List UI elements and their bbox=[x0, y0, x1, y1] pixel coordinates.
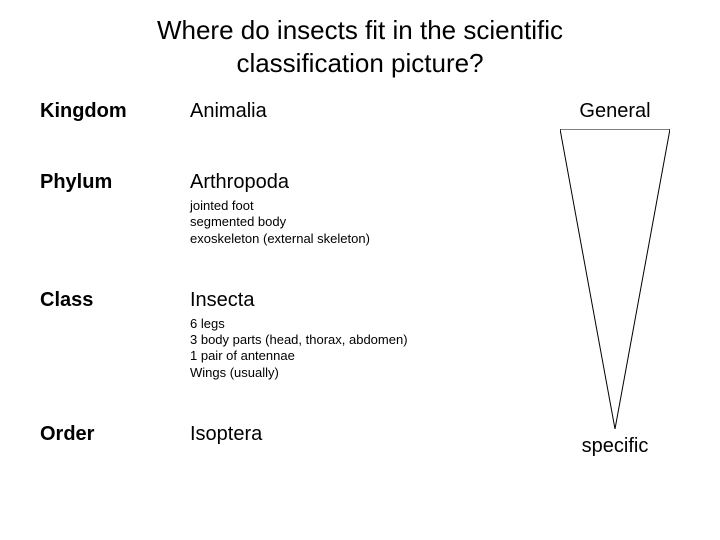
classification-list: Kingdom Animalia Phylum Arthropoda joint… bbox=[40, 100, 510, 446]
title-line-1: Where do insects fit in the scientific bbox=[157, 15, 563, 45]
taxon-phylum: Arthropoda bbox=[190, 171, 510, 194]
row-kingdom: Kingdom Animalia bbox=[40, 100, 510, 123]
row-class: Class Insecta 6 legs 3 body parts (head,… bbox=[40, 289, 510, 381]
label-specific: specific bbox=[530, 435, 700, 458]
value-block-kingdom: Animalia bbox=[190, 100, 510, 123]
detail-line: 6 legs bbox=[190, 316, 510, 332]
title-line-2: classification picture? bbox=[236, 48, 483, 78]
details-phylum: jointed foot segmented body exoskeleton … bbox=[190, 198, 510, 247]
label-general: General bbox=[530, 100, 700, 123]
taxon-kingdom: Animalia bbox=[190, 100, 510, 123]
detail-line: 3 body parts (head, thorax, abdomen) bbox=[190, 332, 510, 348]
value-block-order: Isoptera bbox=[190, 423, 510, 446]
detail-line: 1 pair of antennae bbox=[190, 348, 510, 364]
triangle-shape bbox=[560, 129, 670, 429]
rank-label-phylum: Phylum bbox=[40, 171, 190, 194]
slide-title: Where do insects fit in the scientific c… bbox=[0, 0, 720, 79]
taxon-class: Insecta bbox=[190, 289, 510, 312]
row-phylum: Phylum Arthropoda jointed foot segmented… bbox=[40, 171, 510, 247]
rank-label-class: Class bbox=[40, 289, 190, 312]
rank-label-kingdom: Kingdom bbox=[40, 100, 190, 123]
detail-line: exoskeleton (external skeleton) bbox=[190, 231, 510, 247]
funnel-triangle-icon bbox=[560, 129, 670, 429]
detail-line: Wings (usually) bbox=[190, 365, 510, 381]
taxon-order: Isoptera bbox=[190, 423, 510, 446]
rank-label-order: Order bbox=[40, 423, 190, 446]
specificity-funnel: General specific bbox=[530, 100, 700, 458]
detail-line: segmented body bbox=[190, 214, 510, 230]
row-order: Order Isoptera bbox=[40, 423, 510, 446]
detail-line: jointed foot bbox=[190, 198, 510, 214]
value-block-class: Insecta 6 legs 3 body parts (head, thora… bbox=[190, 289, 510, 381]
value-block-phylum: Arthropoda jointed foot segmented body e… bbox=[190, 171, 510, 247]
details-class: 6 legs 3 body parts (head, thorax, abdom… bbox=[190, 316, 510, 381]
